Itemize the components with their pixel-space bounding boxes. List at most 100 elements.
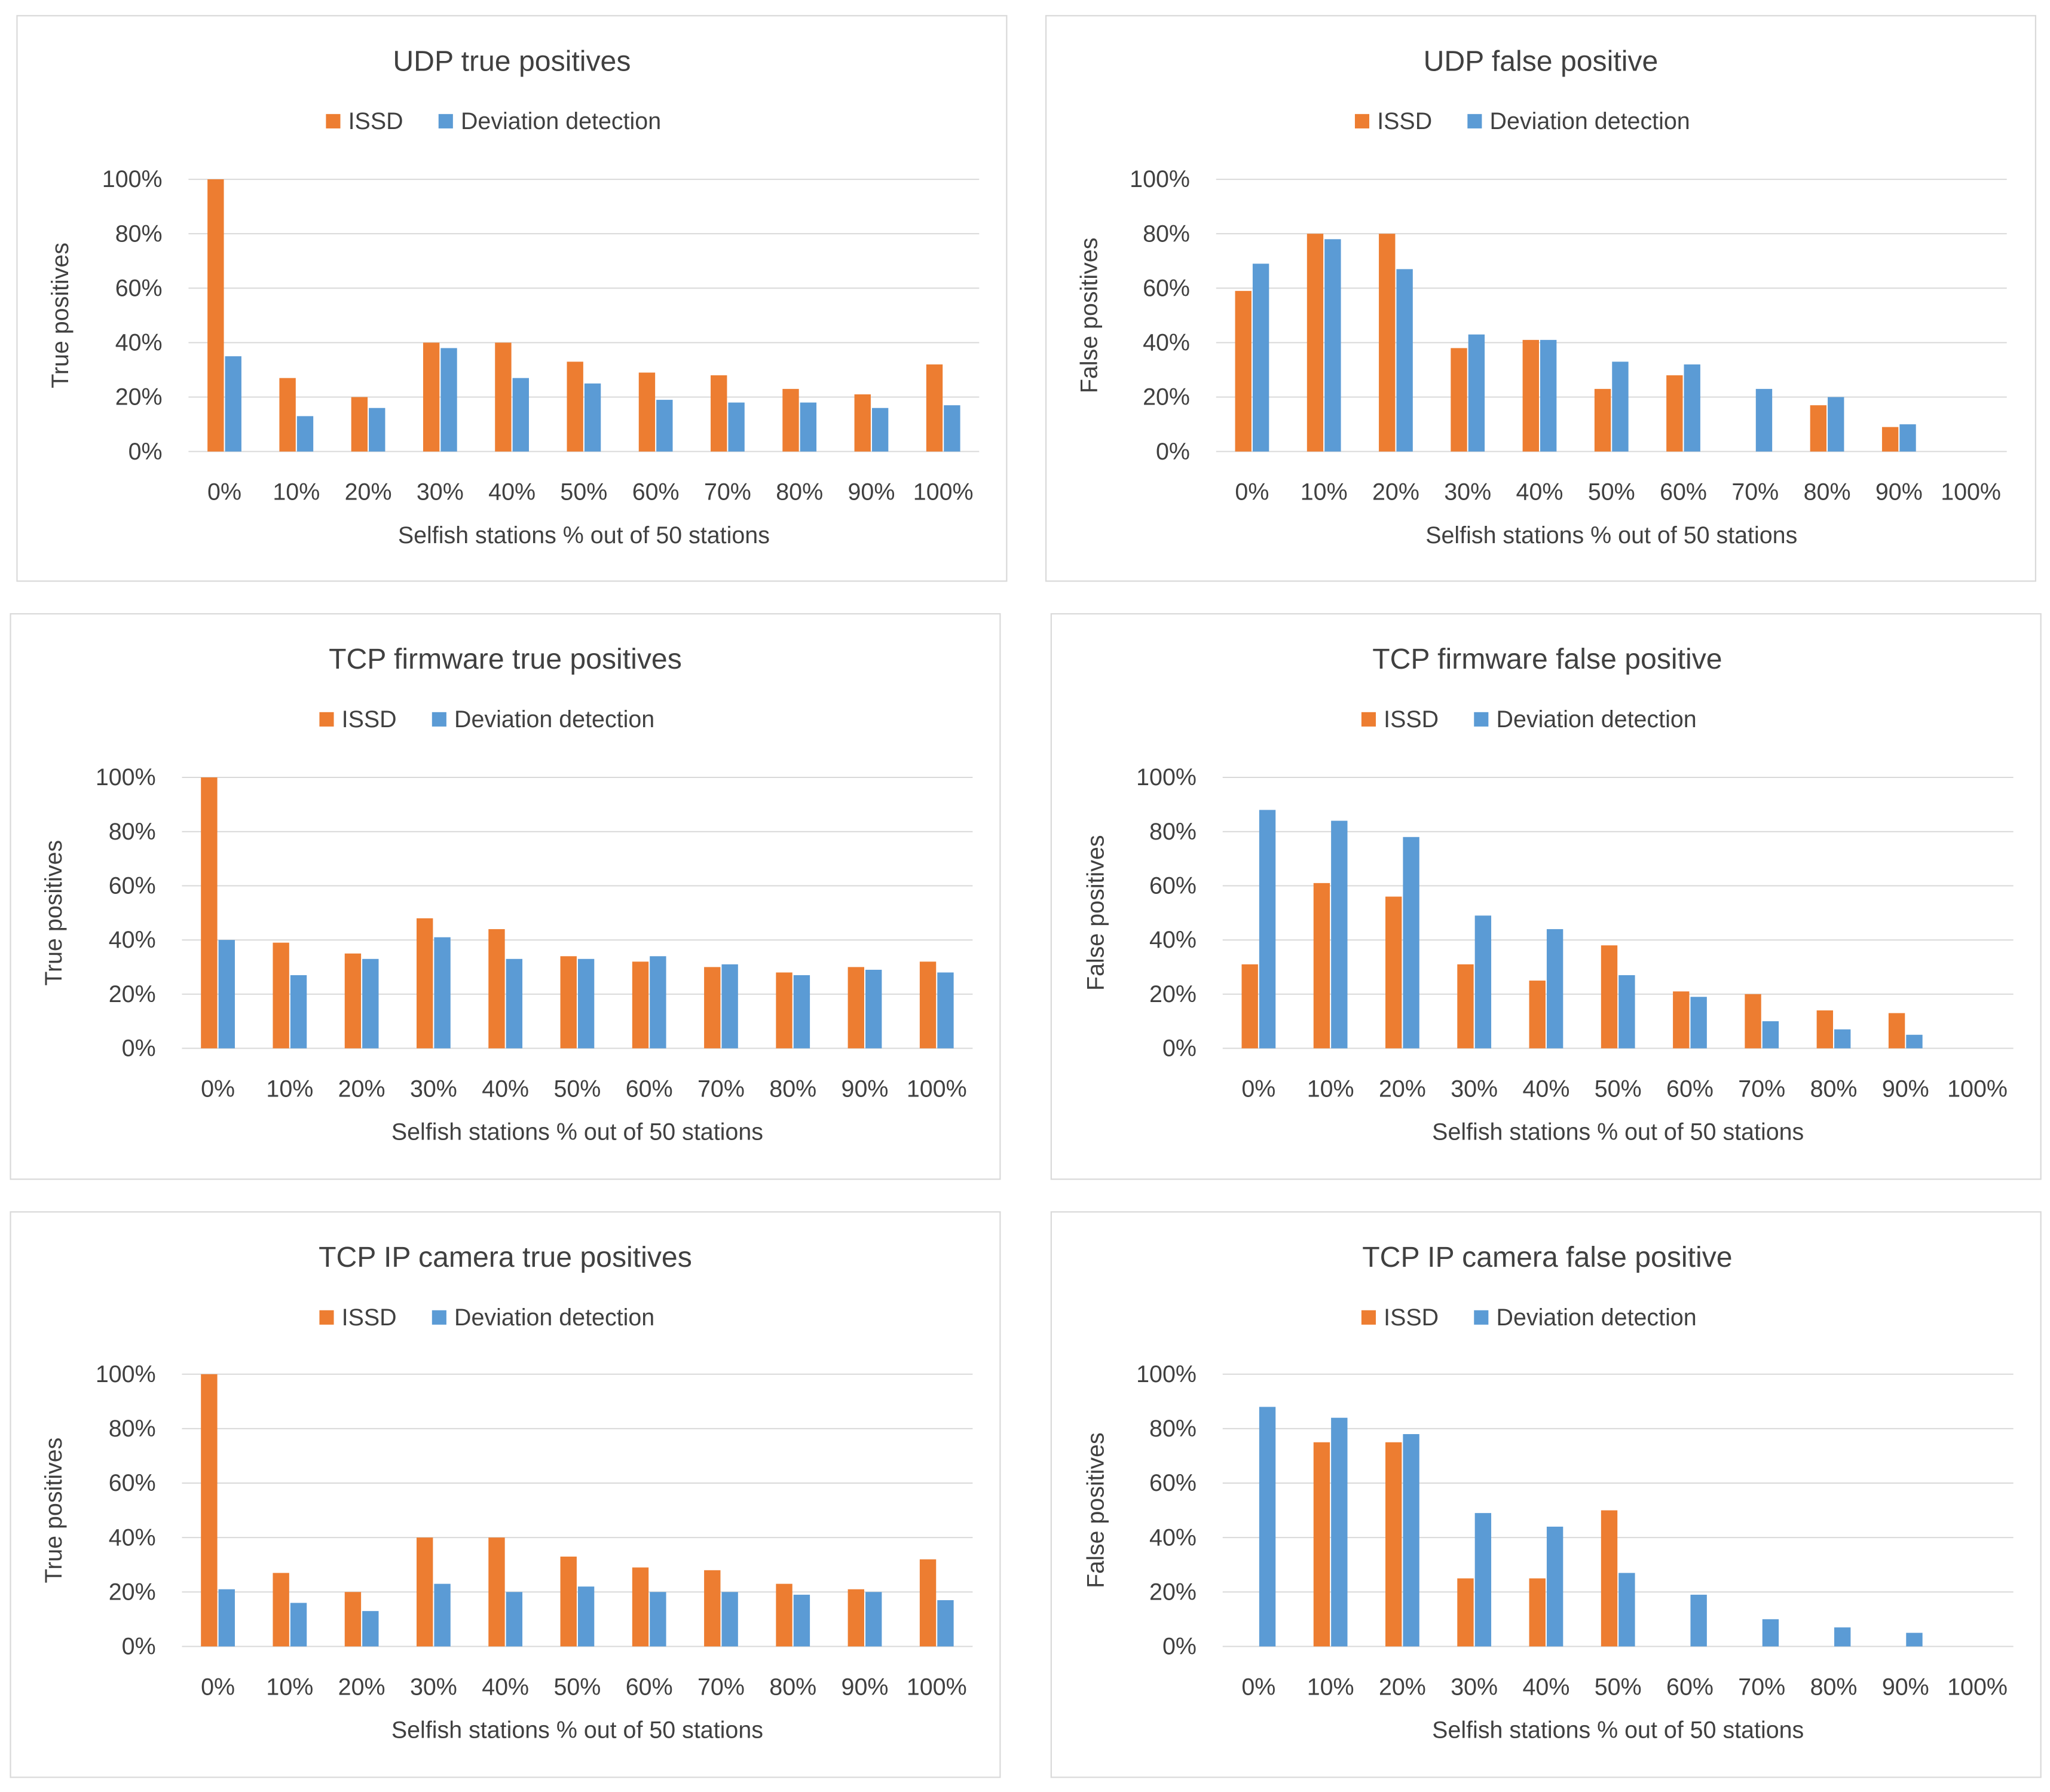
bar-deviation xyxy=(721,1592,738,1647)
legend-swatch-deviation xyxy=(1474,712,1489,727)
y-tick-label: 40% xyxy=(1149,1524,1197,1551)
x-axis-label: Selfish stations % out of 50 stations xyxy=(391,1717,763,1744)
bar-issd xyxy=(704,967,721,1049)
legend-swatch-issd xyxy=(1361,712,1376,727)
bar-issd xyxy=(1385,1442,1402,1647)
x-tick-label: 30% xyxy=(417,479,464,506)
bar-deviation xyxy=(1396,269,1413,452)
chart-title: UDP true positives xyxy=(393,45,631,77)
bar-deviation xyxy=(1906,1632,1923,1647)
legend-swatch-issd xyxy=(319,1310,334,1325)
x-tick-label: 100% xyxy=(907,1076,967,1102)
x-tick-label: 10% xyxy=(266,1076,313,1102)
chart-border xyxy=(10,613,1001,1180)
bar-issd xyxy=(1745,994,1761,1049)
x-tick-label: 0% xyxy=(1235,479,1269,506)
bar-issd xyxy=(638,372,656,452)
y-tick-label: 100% xyxy=(1136,1361,1197,1387)
x-tick-label: 30% xyxy=(1451,1076,1498,1102)
bar-issd xyxy=(1235,290,1252,452)
bar-deviation xyxy=(656,400,673,452)
legend-label-issd: ISSD xyxy=(1384,1304,1439,1331)
x-tick-label: 0% xyxy=(1241,1674,1275,1700)
bar-issd xyxy=(1601,945,1618,1049)
y-tick-label: 100% xyxy=(1130,166,1190,192)
bar-deviation xyxy=(512,378,529,452)
x-tick-label: 20% xyxy=(338,1076,385,1102)
bar-deviation xyxy=(937,972,954,1049)
bar-issd xyxy=(919,961,937,1049)
bar-issd xyxy=(711,375,727,452)
bar-issd xyxy=(351,397,368,452)
bar-issd xyxy=(488,929,505,1049)
chart-panel-3: TCP firmware true positives ISSD Deviation… xyxy=(10,613,1001,1180)
y-tick-label: 40% xyxy=(1143,330,1190,356)
chart-border xyxy=(16,15,1008,582)
bar-deviation xyxy=(1403,1434,1419,1647)
x-tick-label: 40% xyxy=(1522,1674,1569,1700)
chart-panel-6: TCP IP camera false positive ISSD Deviatio… xyxy=(1050,1211,2042,1778)
bar-deviation xyxy=(1259,1407,1276,1647)
chart-panel-1: UDP true positives ISSD Deviation detectio… xyxy=(16,15,1008,582)
legend-label-deviation: Deviation detection xyxy=(454,1304,654,1331)
x-tick-label: 40% xyxy=(488,479,536,506)
y-tick-label: 40% xyxy=(109,1524,156,1551)
bar-deviation xyxy=(721,964,738,1049)
bar-issd xyxy=(776,972,793,1049)
x-tick-label: 100% xyxy=(1947,1674,2008,1700)
x-tick-label: 50% xyxy=(553,1076,601,1102)
y-tick-label: 20% xyxy=(1149,981,1197,1007)
bar-deviation xyxy=(290,975,307,1049)
bar-deviation xyxy=(1474,1513,1492,1647)
legend-label-deviation: Deviation detection xyxy=(1490,108,1690,134)
bar-issd xyxy=(1881,427,1899,452)
bar-deviation xyxy=(1252,264,1269,452)
bar-deviation xyxy=(1612,362,1629,452)
bar-issd xyxy=(1673,991,1690,1049)
x-tick-label: 100% xyxy=(1941,479,2001,506)
bar-deviation xyxy=(1618,975,1635,1049)
y-axis-label: False positives xyxy=(1082,1432,1109,1588)
bar-issd xyxy=(1379,234,1396,452)
bar-deviation xyxy=(1755,388,1773,452)
x-tick-label: 100% xyxy=(1947,1076,2008,1102)
x-tick-label: 80% xyxy=(769,1674,816,1700)
x-axis-label: Selfish stations % out of 50 stations xyxy=(398,522,770,549)
y-tick-label: 60% xyxy=(115,275,163,301)
bar-issd xyxy=(632,961,649,1049)
bar-issd xyxy=(704,1570,721,1647)
bar-deviation xyxy=(1690,997,1707,1049)
bar-issd xyxy=(847,967,864,1049)
bar-deviation xyxy=(944,405,960,452)
bar-deviation xyxy=(1834,1029,1851,1049)
legend-label-deviation: Deviation detection xyxy=(461,108,661,134)
bar-issd xyxy=(567,362,583,452)
x-tick-label: 60% xyxy=(1666,1674,1714,1700)
bar-deviation xyxy=(1906,1034,1923,1049)
chart-title: UDP false positive xyxy=(1424,45,1659,77)
bar-deviation xyxy=(871,408,889,452)
bar-issd xyxy=(1529,1578,1546,1647)
legend-label-deviation: Deviation detection xyxy=(1497,1304,1697,1331)
bar-issd xyxy=(344,1592,362,1647)
bar-deviation xyxy=(1331,1417,1348,1647)
legend-label-deviation: Deviation detection xyxy=(454,706,654,733)
x-tick-label: 70% xyxy=(697,1076,745,1102)
y-tick-label: 80% xyxy=(115,220,163,247)
bar-deviation xyxy=(1324,239,1341,452)
x-tick-label: 20% xyxy=(345,479,392,506)
y-tick-label: 80% xyxy=(1149,1416,1197,1442)
x-tick-label: 90% xyxy=(842,1076,889,1102)
legend-label-issd: ISSD xyxy=(342,706,397,733)
legend-label-issd: ISSD xyxy=(1377,108,1432,134)
bar-issd xyxy=(279,378,296,452)
bar-deviation xyxy=(506,958,523,1049)
bar-issd xyxy=(1529,981,1546,1049)
x-tick-label: 40% xyxy=(1516,479,1563,506)
x-axis-label: Selfish stations % out of 50 stations xyxy=(391,1119,763,1145)
y-tick-label: 100% xyxy=(102,166,163,192)
legend-label-issd: ISSD xyxy=(1384,706,1439,733)
legend-swatch-deviation xyxy=(432,1310,446,1325)
bar-deviation xyxy=(650,1592,666,1647)
legend-swatch-deviation xyxy=(1467,114,1482,128)
